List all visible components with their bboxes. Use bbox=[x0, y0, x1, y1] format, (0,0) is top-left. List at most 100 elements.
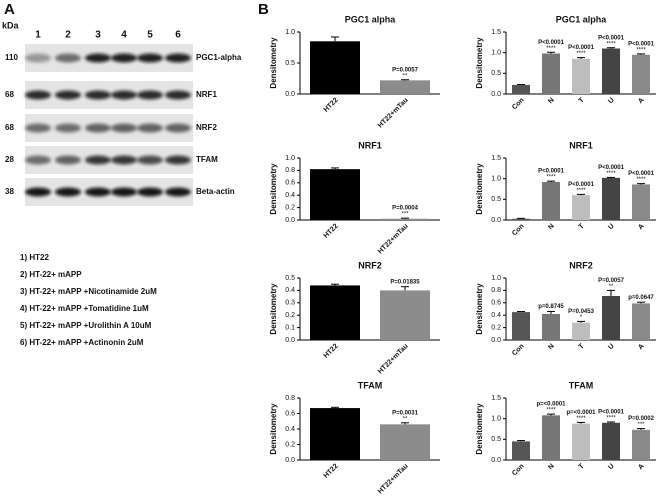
y-tick-label: 1.0 bbox=[491, 416, 501, 423]
y-tick-label: 0.5 bbox=[285, 275, 295, 282]
bar bbox=[632, 54, 650, 94]
panel-a-label: A bbox=[4, 1, 15, 18]
bar bbox=[380, 290, 430, 340]
protein-label: NRF1 bbox=[196, 90, 217, 99]
blot-band bbox=[111, 90, 137, 100]
bar bbox=[632, 429, 650, 460]
y-tick-label: 1.0 bbox=[491, 176, 501, 183]
x-tick-label: HT22+mTau bbox=[377, 97, 410, 130]
bar bbox=[602, 177, 620, 220]
y-axis-label: Densitometry bbox=[475, 163, 484, 215]
y-tick-label: 0.8 bbox=[285, 395, 295, 402]
chart-title: PGC1 alpha bbox=[345, 14, 397, 24]
legend-item: 3) HT-22+ mAPP +Nicotinamide 2uM bbox=[20, 287, 157, 296]
y-tick-label: 0.0 bbox=[491, 337, 501, 344]
x-tick-label: U bbox=[607, 223, 616, 232]
y-tick-label: 0.2 bbox=[285, 312, 295, 319]
p-value: P=0.0002 bbox=[628, 416, 655, 422]
bar bbox=[572, 423, 590, 460]
blot-band bbox=[55, 53, 81, 63]
x-tick-label: N bbox=[547, 343, 556, 352]
x-tick-label: Con bbox=[511, 463, 526, 478]
kda-label: 68 bbox=[5, 123, 14, 132]
blot-band bbox=[111, 53, 137, 63]
chart-title: NRF1 bbox=[569, 140, 593, 150]
protein-label: Beta-actin bbox=[196, 187, 235, 196]
legend-item: 1) HT22 bbox=[20, 253, 49, 262]
kda-unit: kDa bbox=[2, 20, 20, 30]
blot-band bbox=[25, 90, 51, 100]
significance-stars: **** bbox=[576, 416, 586, 422]
y-axis-label: Densitometry bbox=[269, 283, 278, 335]
x-tick-label: T bbox=[578, 342, 586, 350]
significance-stars: ** bbox=[403, 416, 408, 422]
bar bbox=[310, 169, 360, 220]
legend-item: 2) HT-22+ mAPP bbox=[20, 270, 82, 279]
legend-item: 6) HT-22+ mAPP +Actinonin 2uM bbox=[20, 338, 144, 347]
blot-band bbox=[137, 155, 163, 165]
y-tick-label: 0.5 bbox=[491, 70, 501, 77]
y-tick-label: 0.6 bbox=[285, 180, 295, 187]
bar bbox=[310, 408, 360, 460]
y-tick-label: 0.8 bbox=[285, 167, 295, 174]
bar bbox=[512, 84, 530, 94]
lane-number: 2 bbox=[65, 30, 71, 41]
bar bbox=[512, 312, 530, 340]
bar bbox=[632, 184, 650, 220]
y-tick-label: 0.1 bbox=[285, 324, 295, 331]
y-tick-label: 0.2 bbox=[491, 324, 501, 331]
bar bbox=[572, 195, 590, 220]
chart-title: TFAM bbox=[569, 380, 594, 390]
lane-number: 3 bbox=[95, 30, 101, 41]
bar bbox=[572, 322, 590, 340]
blot-band bbox=[165, 53, 191, 63]
panel-b-label: B bbox=[258, 1, 269, 18]
blot-band bbox=[165, 155, 191, 165]
y-tick-label: 0.6 bbox=[285, 410, 295, 417]
y-tick-label: 1.5 bbox=[491, 155, 501, 162]
y-tick-label: 0.4 bbox=[285, 192, 295, 199]
bar bbox=[602, 422, 620, 460]
y-axis-label: Densitometry bbox=[269, 163, 278, 215]
p-value: P<0.0001 bbox=[568, 182, 595, 188]
y-tick-label: 0.4 bbox=[491, 312, 501, 319]
y-tick-label: 0.0 bbox=[285, 217, 295, 224]
y-tick-label: 0.5 bbox=[491, 196, 501, 203]
p-value: p=0.0647 bbox=[628, 295, 654, 301]
y-axis-label: Densitometry bbox=[269, 37, 278, 89]
x-tick-label: U bbox=[607, 463, 616, 472]
x-tick-label: HT22 bbox=[323, 223, 340, 240]
blot-band bbox=[85, 123, 111, 133]
x-tick-label: N bbox=[547, 97, 556, 106]
blot-band bbox=[111, 187, 137, 197]
blot-band bbox=[137, 187, 163, 197]
blot-band bbox=[85, 90, 111, 100]
y-tick-label: 0.0 bbox=[285, 337, 295, 344]
significance-stars: **** bbox=[546, 46, 556, 52]
p-value: P<0.0001 bbox=[538, 40, 565, 46]
significance-stars: **** bbox=[576, 188, 586, 194]
bar bbox=[602, 295, 620, 340]
lane-number: 4 bbox=[121, 30, 127, 41]
blot-band bbox=[55, 155, 81, 165]
p-value: P=0.0453 bbox=[568, 309, 595, 315]
blot-band bbox=[85, 53, 111, 63]
x-tick-label: U bbox=[607, 97, 616, 106]
y-axis-label: Densitometry bbox=[475, 403, 484, 455]
x-tick-label: Con bbox=[511, 97, 526, 112]
chart-title: PGC1 alpha bbox=[556, 14, 608, 24]
x-tick-label: HT22 bbox=[323, 343, 340, 360]
x-tick-label: U bbox=[607, 343, 616, 352]
blot-band bbox=[25, 187, 51, 197]
x-tick-label: T bbox=[578, 462, 586, 470]
blot-band bbox=[111, 155, 137, 165]
y-tick-label: 0.0 bbox=[285, 91, 295, 98]
blot-band bbox=[165, 187, 191, 197]
bar bbox=[512, 218, 530, 220]
y-tick-label: 0.3 bbox=[285, 300, 295, 307]
x-tick-label: HT22 bbox=[323, 97, 340, 114]
protein-label: TFAM bbox=[196, 155, 218, 164]
lane-number: 1 bbox=[35, 30, 41, 41]
chart-title: NRF1 bbox=[358, 140, 382, 150]
y-tick-label: 0.8 bbox=[491, 287, 501, 294]
